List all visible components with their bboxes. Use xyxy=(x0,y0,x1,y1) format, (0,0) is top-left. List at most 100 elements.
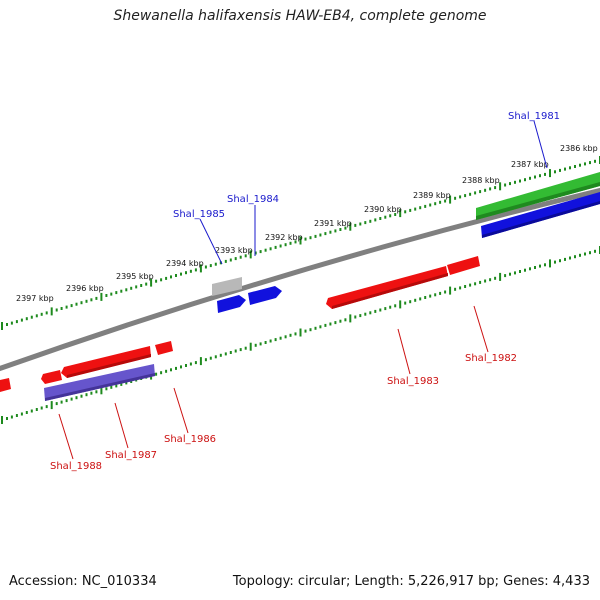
outer-ruler-dot xyxy=(254,251,257,255)
inner-ruler-major-tick xyxy=(449,286,452,295)
gene-label-shal-1986[interactable]: Shal_1986 xyxy=(164,434,216,445)
outer-ruler-dot xyxy=(145,282,148,286)
outer-ruler-dot xyxy=(374,218,377,222)
inner-ruler-dot xyxy=(529,267,531,271)
inner-ruler-dot xyxy=(324,323,327,327)
gene-label-shal-1983[interactable]: Shal_1983 xyxy=(387,376,439,387)
inner-ruler-dot xyxy=(274,338,277,342)
outer-ruler-dot xyxy=(204,265,207,269)
outer-ruler-major-tick xyxy=(150,278,153,287)
inner-ruler-dot xyxy=(170,368,172,372)
inner-ruler-dot xyxy=(534,266,536,269)
outer-ruler-major-tick xyxy=(1,322,3,330)
outer-ruler-dot xyxy=(319,233,322,237)
outer-ruler-dot xyxy=(185,271,187,275)
forward-features xyxy=(212,172,600,313)
inner-ruler-dot xyxy=(344,318,347,322)
gene-label-shal-1981[interactable]: Shal_1981 xyxy=(508,111,560,122)
outer-ruler-dot xyxy=(125,288,128,292)
inner-ruler-dot xyxy=(214,355,217,359)
inner-ruler-dot xyxy=(30,409,33,413)
inner-ruler-dot xyxy=(384,307,387,311)
outer-ruler-dot xyxy=(170,275,172,279)
outer-ruler-major-tick xyxy=(50,307,53,316)
inner-ruler-dot xyxy=(574,255,576,259)
inner-ruler-dot xyxy=(239,348,242,352)
inner-ruler-major-tick xyxy=(50,401,53,410)
outer-ruler-dot xyxy=(529,176,531,180)
inner-ruler-major-tick xyxy=(199,357,202,366)
inner-ruler-dot xyxy=(389,305,392,309)
outer-ruler-dot xyxy=(95,296,98,300)
feature-shal-1982[interactable] xyxy=(447,256,480,275)
tick-label-2394: 2394 kbp xyxy=(166,259,204,268)
leader-shal-1985 xyxy=(199,218,223,265)
feature-shal-1988[interactable] xyxy=(41,370,62,384)
inner-ruler-dot xyxy=(189,362,192,366)
inner-ruler-dot xyxy=(469,283,472,287)
outer-ruler-major-tick xyxy=(549,169,551,178)
inner-ruler-dot xyxy=(509,272,511,276)
feature-forward-blue-small[interactable] xyxy=(217,295,246,313)
feature-shal-1984[interactable] xyxy=(248,286,282,305)
outer-ruler-dot xyxy=(15,320,18,324)
outer-ruler-dot xyxy=(429,203,432,207)
tick-label-2388: 2388 kbp xyxy=(462,176,500,185)
inner-ruler-dot xyxy=(429,294,432,298)
inner-ruler-dot xyxy=(514,271,516,275)
feature-reverse-purple-shade xyxy=(45,373,155,401)
inner-ruler-dot xyxy=(6,417,8,420)
feature-shal-1987[interactable] xyxy=(61,346,151,378)
outer-ruler-dot xyxy=(269,247,272,251)
inner-ruler-dot xyxy=(229,351,232,354)
leader-shal-1988 xyxy=(58,413,74,460)
inner-ruler-major-tick xyxy=(549,259,551,268)
outer-ruler-dot xyxy=(309,236,312,240)
leader-shal-1982 xyxy=(473,305,489,353)
outer-ruler-dot xyxy=(25,317,28,321)
outer-ruler-dot xyxy=(464,194,467,198)
inner-ruler-dot xyxy=(90,391,93,395)
tick-label-2386: 2386 kbp xyxy=(560,144,598,153)
feature-shal-1985[interactable] xyxy=(212,277,242,296)
label-leaders xyxy=(58,120,548,460)
outer-ruler-dot xyxy=(444,199,447,203)
outer-ruler-dot xyxy=(65,305,68,309)
gene-label-shal-1982[interactable]: Shal_1982 xyxy=(465,353,517,364)
outer-ruler-dot xyxy=(404,210,407,214)
outer-ruler-dot xyxy=(304,237,307,241)
inner-ruler-dot xyxy=(70,397,73,401)
gene-label-shal-1984[interactable]: Shal_1984 xyxy=(227,194,279,205)
inner-ruler-dot xyxy=(444,290,447,294)
inner-ruler-dot xyxy=(479,280,482,284)
outer-ruler-dot xyxy=(209,264,212,268)
inner-ruler-dot xyxy=(329,322,332,326)
inner-ruler-dot xyxy=(175,366,177,370)
outer-ruler-dot xyxy=(135,285,138,289)
leader-shal-1983 xyxy=(397,328,411,375)
inner-ruler-dot xyxy=(204,358,207,362)
gene-label-shal-1985[interactable]: Shal_1985 xyxy=(173,209,225,220)
feature-shal-1983[interactable] xyxy=(326,266,448,309)
outer-ruler-dot xyxy=(459,195,462,199)
outer-ruler-dot xyxy=(379,217,382,220)
outer-ruler-major-tick xyxy=(349,222,352,231)
feature-forward-blue-long[interactable] xyxy=(481,192,600,238)
outer-ruler-dot xyxy=(75,302,78,306)
inner-ruler-dot xyxy=(539,264,541,268)
gene-label-shal-1988[interactable]: Shal_1988 xyxy=(50,461,102,472)
inner-ruler-dot xyxy=(75,396,78,400)
feature-reverse-purple[interactable] xyxy=(44,364,155,401)
inner-ruler-dot xyxy=(359,314,362,318)
outer-ruler-dot xyxy=(80,301,83,305)
feature-left-edge[interactable] xyxy=(0,378,11,392)
feature-shal-1986[interactable] xyxy=(155,341,173,355)
outer-ruler-dot xyxy=(439,200,442,204)
gene-label-shal-1987[interactable]: Shal_1987 xyxy=(105,450,157,461)
outer-ruler-major-tick xyxy=(249,250,252,259)
inner-ruler-dot xyxy=(369,311,372,315)
tick-label-2395: 2395 kbp xyxy=(116,272,154,281)
outer-ruler-dot xyxy=(110,292,113,296)
